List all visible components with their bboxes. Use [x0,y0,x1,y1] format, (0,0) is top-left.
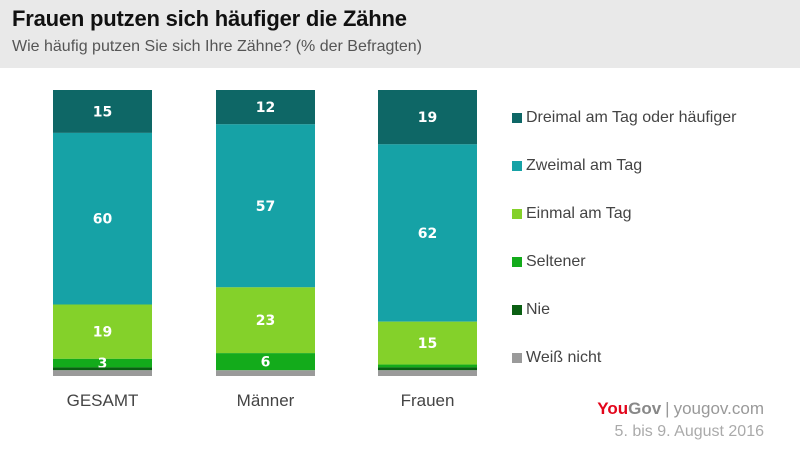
brand-logo-gov: Gov [628,399,662,418]
yougov-branding: You Gov | yougov.com [597,399,764,419]
site-url: yougov.com [673,399,764,418]
brand-separator: | [665,399,670,418]
data-label: 15 [418,336,437,352]
bar-segment [53,304,152,359]
bar-segment [378,370,477,376]
legend-item: Nie [512,299,550,321]
brand-logo-you: You [597,399,629,418]
legend-swatch-icon [512,257,522,267]
data-label: 19 [418,110,437,126]
bar-frauen: 19 62 15 [378,90,477,376]
legend-swatch-icon [512,161,522,171]
legend-swatch-icon [512,353,522,363]
bar-segment [216,287,315,354]
data-label: 6 [261,355,271,371]
bar-segment [216,124,315,288]
bar-männer: 12 57 23 6 [216,90,315,376]
bar-segment [53,90,152,133]
bar-segment [216,90,315,125]
bar-segment [53,367,152,371]
legend-item: Dreimal am Tag oder häufiger [512,107,736,129]
legend-label: Weiß nicht [526,349,602,366]
legend-label: Einmal am Tag [526,205,632,222]
legend-swatch-icon [512,113,522,123]
data-label: 19 [93,325,112,341]
bar-segment [378,90,477,145]
data-label: 3 [98,356,108,372]
survey-date: 5. bis 9. August 2016 [614,423,764,440]
bar-segment [216,370,315,376]
bar-segment [378,321,477,365]
legend-label: Dreimal am Tag oder häufiger [526,109,737,126]
legend-swatch-icon [512,305,522,315]
chart-header: Frauen putzen sich häufiger die Zähne Wi… [0,0,800,68]
legend-item: Seltener [512,251,586,273]
bar-segment [53,358,152,368]
data-label: 23 [256,313,275,329]
legend-item: Zweimal am Tag [512,155,642,177]
bar-segment [53,132,152,305]
bar-segment [378,364,477,368]
chart-title: Frauen putzen sich häufiger die Zähne [12,6,407,31]
legend-label: Zweimal am Tag [526,157,643,174]
legend-swatch-icon [512,209,522,219]
data-label: 15 [93,104,112,120]
bar-segment [53,370,152,376]
data-label: 57 [256,199,275,215]
legend-item: Weiß nicht [512,347,601,369]
category-label: Frauen [401,391,455,410]
data-label: 60 [93,212,113,228]
legend-label: Nie [526,301,551,318]
category-label: GESAMT [67,391,139,410]
bar-segment [216,353,315,371]
data-label: 62 [418,226,437,242]
category-label: Männer [237,391,295,410]
bar-segment [378,144,477,322]
bar-segment [378,367,477,371]
data-label: 12 [256,100,275,116]
legend-item: Einmal am Tag [512,203,632,225]
legend-label: Seltener [526,253,586,270]
bar-gesamt: 15 60 19 3 [53,90,152,376]
chart-subtitle: Wie häufig putzen Sie sich Ihre Zähne? (… [12,38,422,55]
